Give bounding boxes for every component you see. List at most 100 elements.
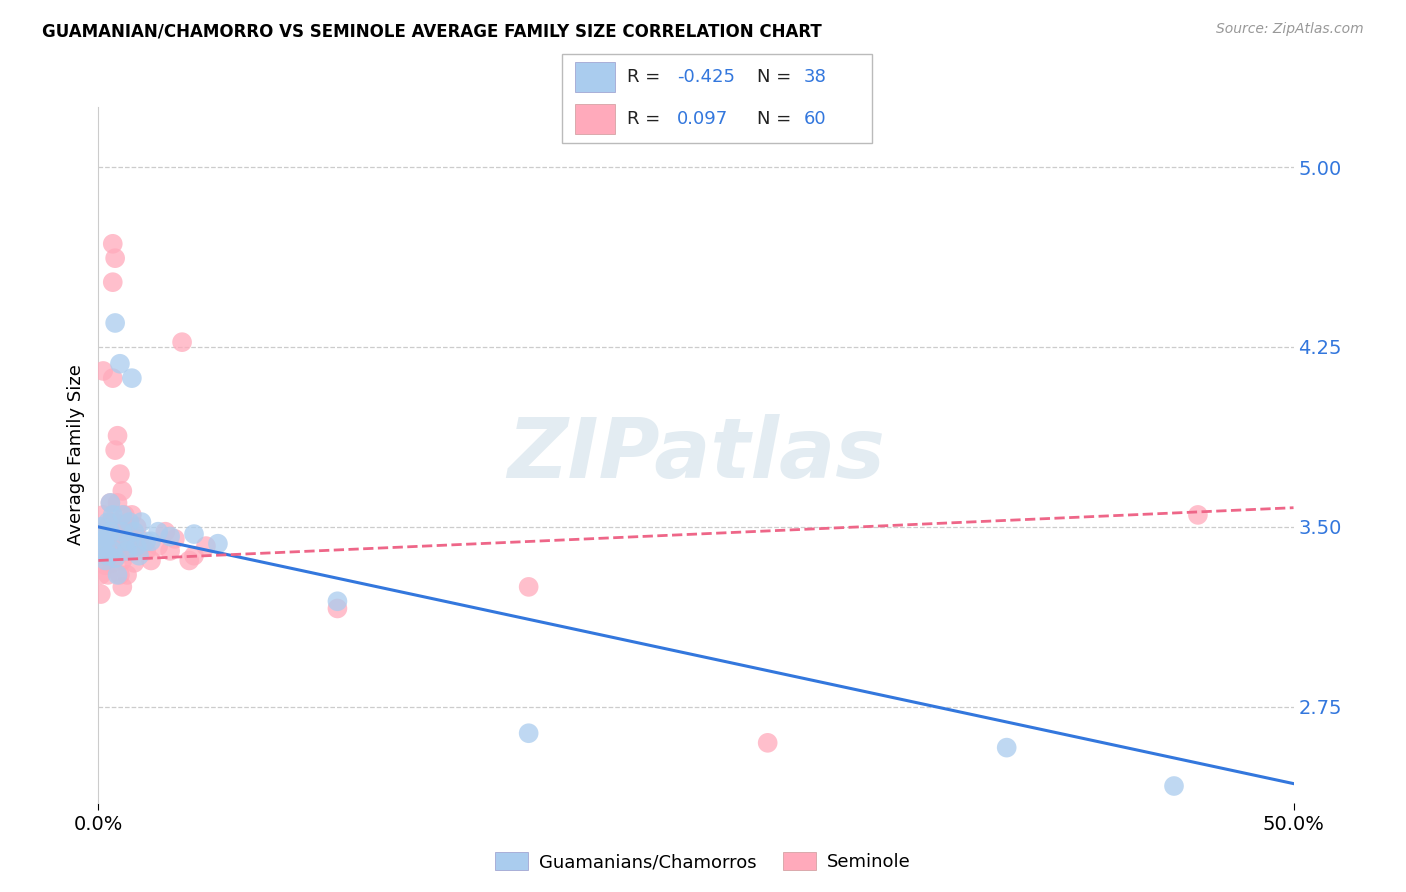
Point (124, 532, 146, 546)
Point (97, 549, 120, 563)
Point (131, 539, 153, 553)
Point (107, 524, 129, 539)
Point (97, 567, 120, 582)
Point (94, 529, 117, 543)
FancyBboxPatch shape (575, 62, 614, 92)
Text: R =: R = (627, 68, 666, 87)
Point (98, 524, 122, 539)
Point (90, 520, 112, 534)
Point (124, 556, 146, 570)
Point (326, 601, 349, 615)
Text: ZIPatlas: ZIPatlas (508, 415, 884, 495)
Text: 60: 60 (804, 110, 827, 128)
Text: R =: R = (627, 110, 666, 128)
FancyBboxPatch shape (575, 104, 614, 134)
Point (125, 520, 148, 534)
Point (148, 539, 170, 553)
Point (107, 496, 129, 510)
Point (98, 496, 122, 510)
Point (97, 549, 120, 563)
Point (94, 524, 117, 539)
Point (135, 534, 157, 549)
Point (94, 558, 117, 573)
Point (128, 549, 150, 563)
Point (101, 508, 124, 522)
Point (111, 483, 134, 498)
Text: N =: N = (758, 110, 797, 128)
Point (125, 539, 148, 553)
Point (114, 534, 136, 549)
Point (756, 736, 779, 750)
Point (326, 594, 349, 608)
Point (155, 524, 177, 539)
Legend: Guamanians/Chamorros, Seminole: Guamanians/Chamorros, Seminole (488, 845, 918, 879)
Point (101, 544, 124, 558)
Point (97, 520, 120, 534)
Point (101, 556, 124, 570)
Text: GUAMANIAN/CHAMORRO VS SEMINOLE AVERAGE FAMILY SIZE CORRELATION CHART: GUAMANIAN/CHAMORRO VS SEMINOLE AVERAGE F… (42, 22, 823, 40)
Point (101, 371, 124, 385)
Point (1163, 779, 1185, 793)
Point (111, 524, 134, 539)
Point (115, 537, 138, 551)
Point (118, 515, 141, 529)
Point (131, 515, 153, 529)
Point (124, 524, 146, 539)
Point (98, 515, 122, 529)
Point (148, 524, 170, 539)
Point (107, 567, 129, 582)
Point (118, 524, 141, 539)
Point (118, 534, 141, 549)
Point (101, 275, 124, 289)
Point (995, 740, 1018, 755)
Point (139, 553, 162, 567)
Point (159, 529, 181, 543)
Text: 0.097: 0.097 (676, 110, 728, 128)
Point (104, 544, 127, 558)
Point (115, 520, 138, 534)
Point (115, 567, 138, 582)
Point (97, 515, 120, 529)
Point (107, 549, 129, 563)
Point (104, 443, 127, 458)
Point (172, 335, 194, 350)
Point (104, 316, 127, 330)
Point (111, 508, 134, 522)
Point (101, 236, 124, 251)
Point (207, 537, 229, 551)
Point (91, 534, 114, 549)
Point (517, 580, 540, 594)
Text: N =: N = (758, 68, 797, 87)
Point (94, 553, 117, 567)
Point (121, 371, 143, 385)
Point (91, 549, 114, 563)
Text: 38: 38 (804, 68, 827, 87)
Point (104, 551, 127, 566)
Point (128, 532, 150, 546)
Point (114, 508, 136, 522)
Point (121, 508, 143, 522)
Y-axis label: Average Family Size: Average Family Size (66, 365, 84, 545)
Point (179, 553, 201, 567)
Point (114, 544, 136, 558)
Point (111, 532, 134, 546)
Point (97, 529, 120, 543)
Point (91, 544, 114, 558)
Point (163, 532, 186, 546)
FancyBboxPatch shape (562, 54, 872, 143)
Point (108, 357, 131, 371)
Text: -0.425: -0.425 (676, 68, 735, 87)
Point (97, 534, 120, 549)
Point (98, 549, 122, 563)
Point (104, 251, 127, 265)
Point (1187, 508, 1209, 522)
Point (90, 567, 112, 582)
Point (108, 567, 131, 582)
Point (135, 544, 157, 558)
Point (98, 532, 122, 546)
Point (139, 534, 162, 549)
Point (94, 544, 117, 558)
Point (107, 428, 129, 442)
Text: Source: ZipAtlas.com: Source: ZipAtlas.com (1216, 22, 1364, 37)
Point (159, 544, 181, 558)
